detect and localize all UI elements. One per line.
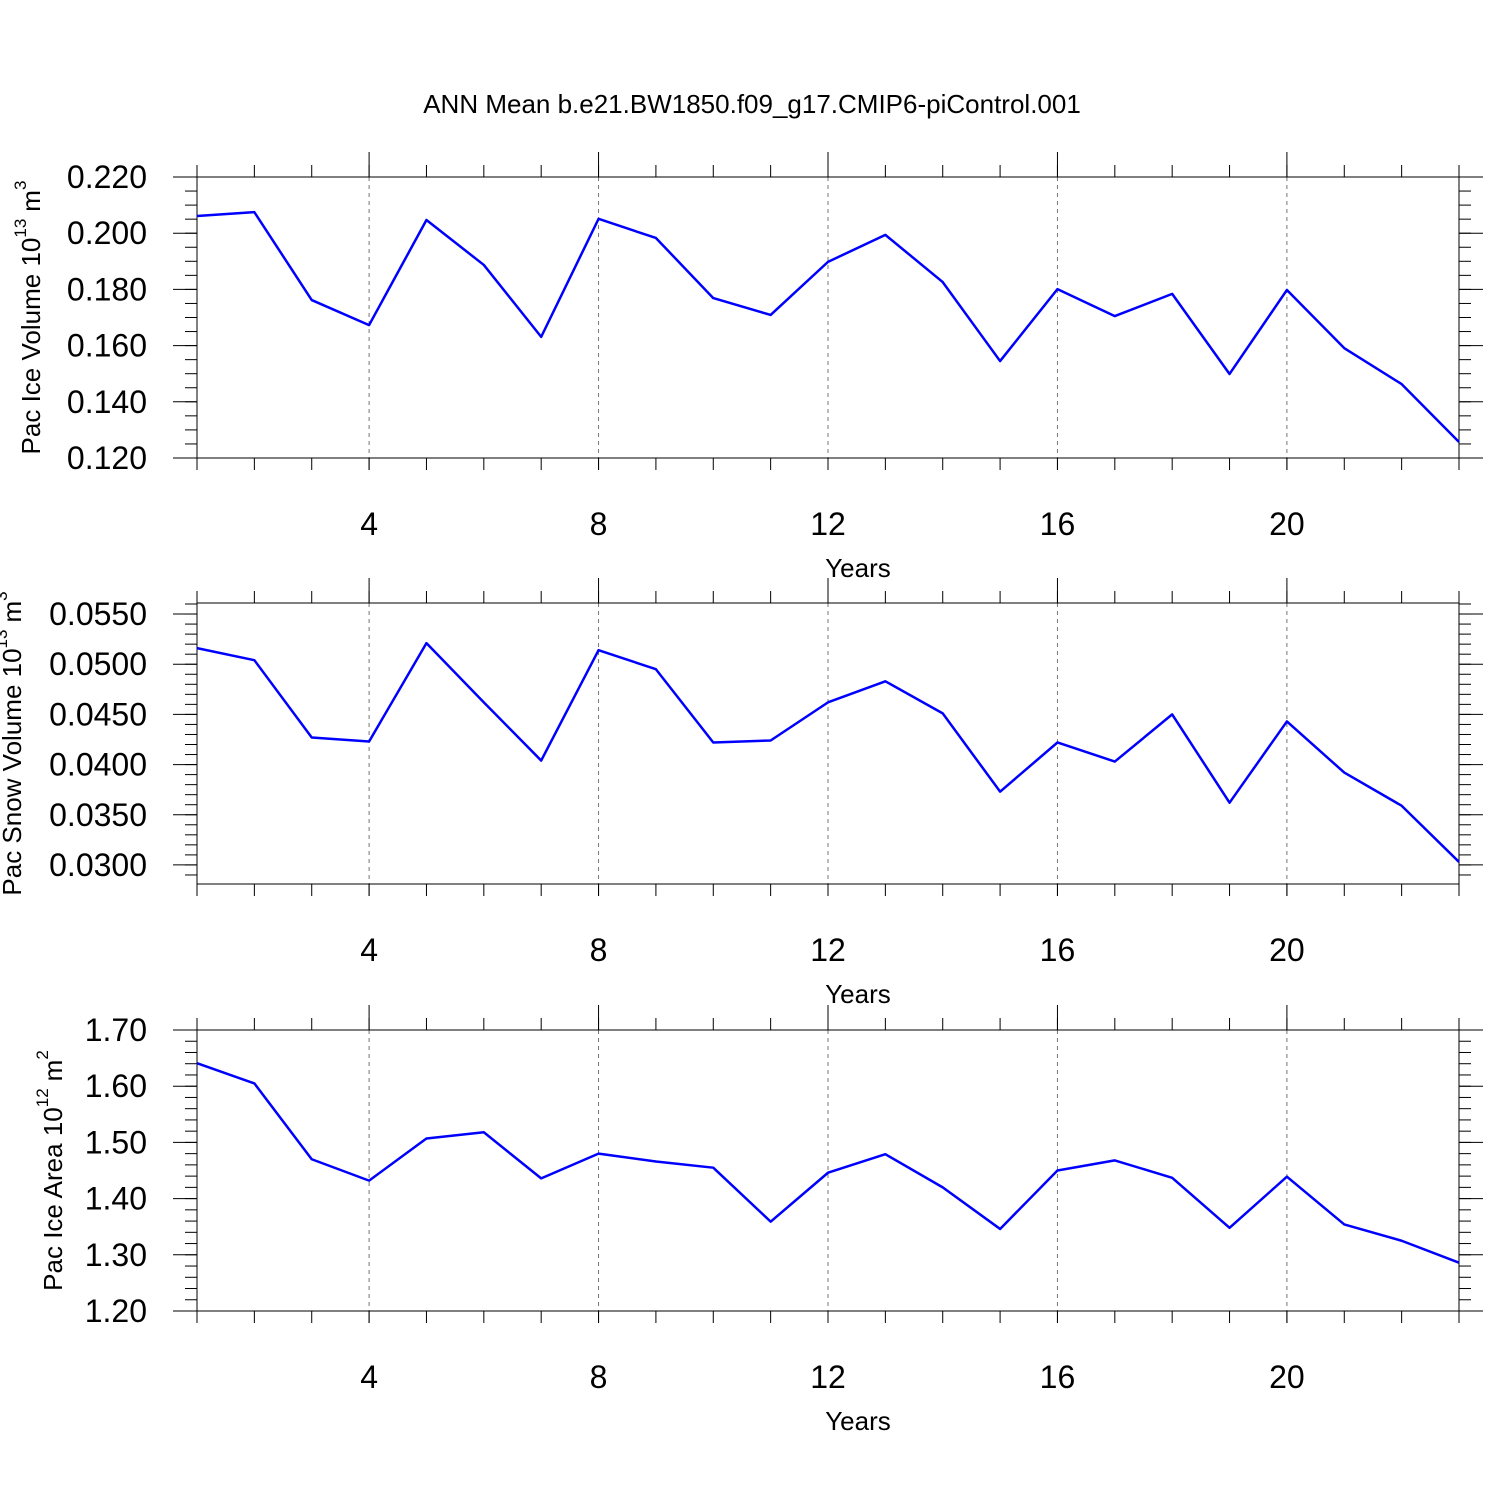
y-tick-label: 0.0500 [49,646,147,682]
y-axis-label-text: Pac Ice Area 10 [38,1107,68,1291]
x-tick-label: 16 [1040,1359,1076,1395]
data-line [196,1061,1460,1264]
x-tick-label: 4 [360,1359,378,1395]
y-axis-label-unit-power: 2 [33,1050,52,1059]
y-axis-label-text: Pac Ice Volume 10 [16,238,46,455]
x-tick-label: 8 [590,506,608,542]
y-tick-label: 1.60 [85,1068,147,1104]
plot-frame [196,1029,1460,1312]
y-tick-label: 0.0350 [49,797,147,833]
plot-frame [196,176,1460,459]
chart-title: ANN Mean b.e21.BW1850.f09_g17.CMIP6-piCo… [423,89,1081,119]
x-tick-label: 20 [1269,932,1305,968]
y-tick-label: 0.180 [67,271,147,307]
y-axis-label-power: 12 [33,1088,52,1107]
y-tick-label: 1.70 [85,1012,147,1048]
data-line [196,210,1460,443]
y-axis-label: Pac Snow Volume 1013 m3 [0,591,27,895]
x-tick-label: 8 [590,1359,608,1395]
x-tick-label: 16 [1040,932,1076,968]
y-axis-label: Pac Ice Volume 1013 m3 [11,181,45,455]
y-tick-label: 0.120 [67,440,147,476]
x-tick-label: 4 [360,506,378,542]
y-tick-label: 0.0550 [49,596,147,632]
panel: 4 8 12 16 20 0.0300 0.0350 0.0400 0.0450 0.0500 0.… [0,578,1483,1009]
y-axis-label-unit: m [0,601,27,623]
y-tick-label: 0.0300 [49,847,147,883]
y-axis-label-unit-power: 3 [0,591,11,600]
y-tick-label: 1.20 [85,1293,147,1329]
y-tick-label: 0.200 [67,215,147,251]
plot-frame [196,602,1460,885]
y-tick-label: 1.30 [85,1237,147,1273]
data-line [196,641,1460,863]
x-axis-label: Years [825,553,891,583]
panel: 4 8 12 16 20 1.20 1.30 1.40 1.50 1.60 1.70 Years Pac… [33,1005,1483,1436]
x-tick-label: 4 [360,932,378,968]
y-axis-label-power: 13 [0,630,11,649]
panel: 4 8 12 16 20 0.120 0.140 0.160 0.180 0.200 0.220 Ye… [11,152,1483,583]
y-tick-label: 0.160 [67,328,147,364]
y-tick-label: 1.40 [85,1181,147,1217]
y-axis-label-text: Pac Snow Volume 10 [0,648,27,895]
y-axis-label-unit-power: 3 [11,181,30,190]
y-tick-label: 0.0450 [49,696,147,732]
x-tick-label: 12 [810,1359,846,1395]
y-axis-label-unit: m [38,1060,68,1082]
x-tick-label: 12 [810,932,846,968]
y-axis-label-power: 13 [11,219,30,238]
x-tick-label: 16 [1040,506,1076,542]
y-tick-label: 0.0400 [49,747,147,783]
y-tick-label: 0.220 [67,159,147,195]
x-axis-label: Years [825,1406,891,1436]
y-tick-label: 1.50 [85,1124,147,1160]
y-axis-label: Pac Ice Area 1012 m2 [33,1050,67,1291]
x-tick-label: 20 [1269,1359,1305,1395]
x-tick-label: 8 [590,932,608,968]
x-tick-label: 20 [1269,506,1305,542]
x-axis-label: Years [825,979,891,1009]
y-tick-label: 0.140 [67,384,147,420]
y-axis-label-unit: m [16,190,46,212]
x-tick-label: 12 [810,506,846,542]
